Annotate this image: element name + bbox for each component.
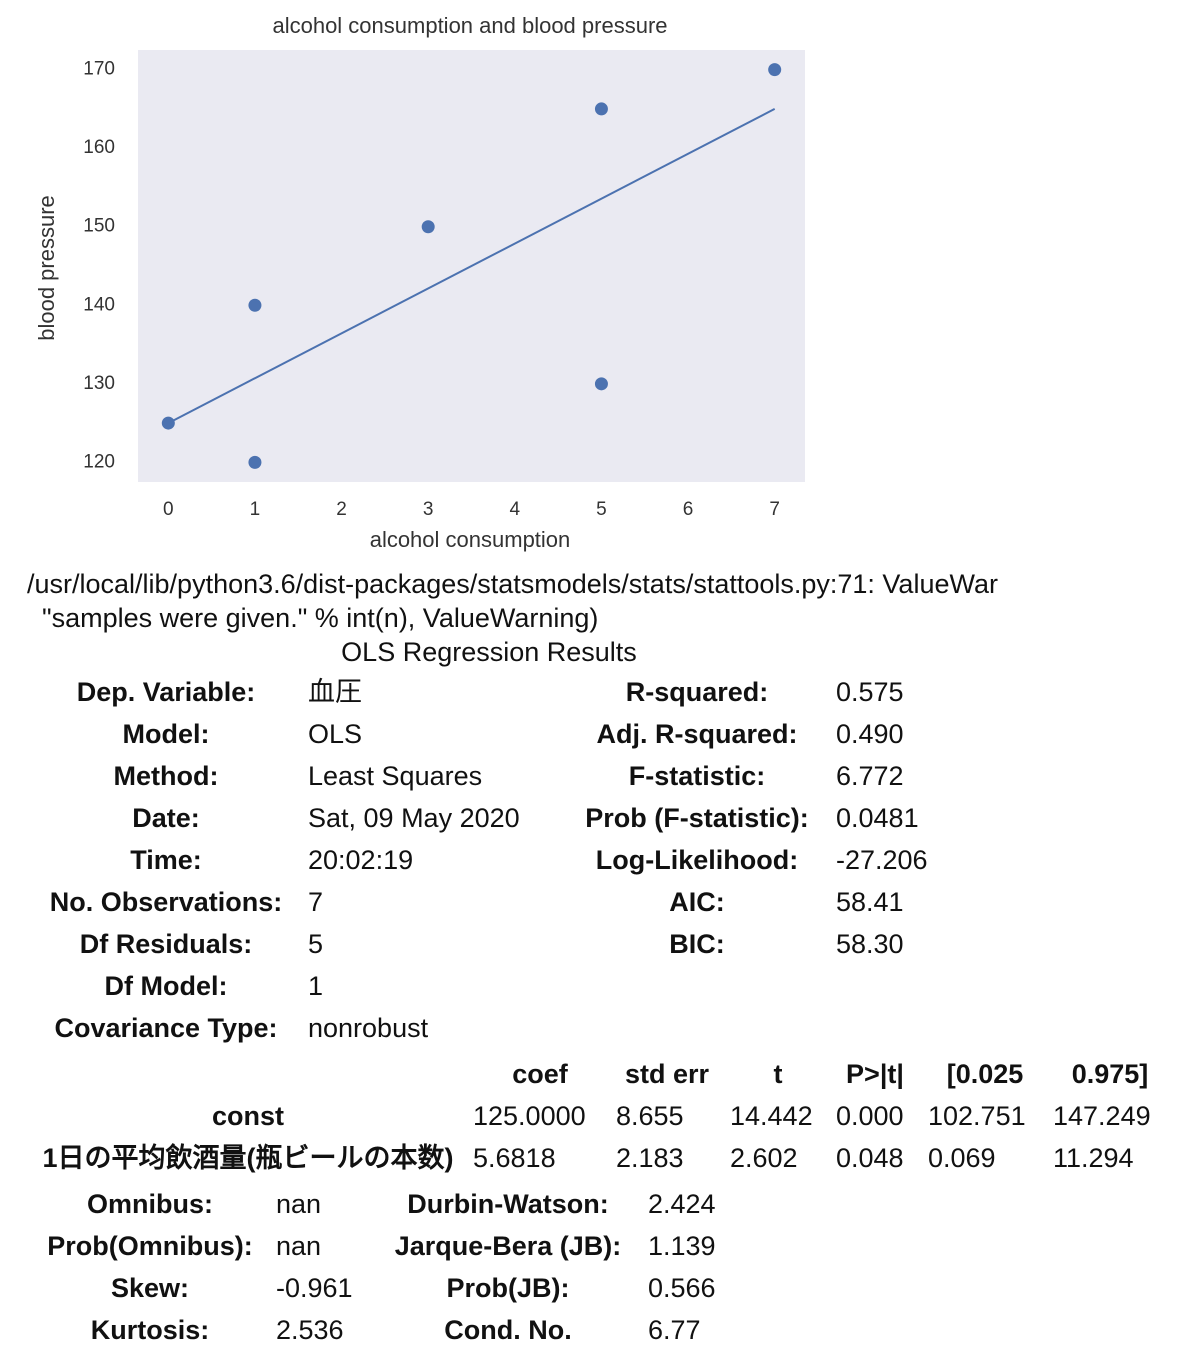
x-tick-label: 3 [423, 499, 434, 520]
table-value: nonrobust [308, 1013, 429, 1043]
table-label: Method: [114, 761, 219, 791]
table-value: 2.602 [730, 1143, 798, 1173]
table-label: Durbin-Watson: [407, 1189, 608, 1219]
table-value: -27.206 [836, 845, 928, 875]
summary-title: OLS Regression Results [341, 637, 637, 667]
table-label: Covariance Type: [54, 1013, 277, 1043]
table-value: 0.048 [836, 1143, 904, 1173]
table-label: Df Residuals: [80, 929, 253, 959]
point [248, 455, 262, 469]
row-label: 1日の平均飲酒量(瓶ビールの本数) [43, 1142, 454, 1173]
y-axis-label: blood pressure [34, 195, 59, 341]
table-value: 6.77 [648, 1315, 701, 1345]
table-value: nan [276, 1189, 321, 1219]
table-label: Prob (F-statistic): [585, 803, 809, 833]
x-axis-label: alcohol consumption [370, 527, 571, 552]
x-tick-label: 1 [250, 499, 261, 520]
table-label: AIC: [669, 887, 725, 917]
table-value: 6.772 [836, 761, 904, 791]
table-value: 8.655 [616, 1101, 684, 1131]
table-label: Adj. R-squared: [596, 719, 797, 749]
table-value: 0.000 [836, 1101, 904, 1131]
table-value: 0.566 [648, 1273, 716, 1303]
table-label: Skew: [111, 1273, 189, 1303]
table-label: No. Observations: [50, 887, 283, 917]
table-label: Model: [123, 719, 210, 749]
table-value: 1 [308, 971, 323, 1001]
y-tick-label: 150 [83, 216, 115, 237]
table-value: Sat, 09 May 2020 [308, 803, 520, 833]
table-value: 5 [308, 929, 323, 959]
warning-line: /usr/local/lib/python3.6/dist-packages/s… [27, 569, 998, 599]
table-header: [0.025 [947, 1059, 1024, 1089]
point [768, 63, 782, 77]
table-label: Log-Likelihood: [596, 845, 798, 875]
table-value: 11.294 [1053, 1143, 1134, 1173]
table-value: 14.442 [730, 1101, 813, 1131]
table-value: 0.490 [836, 719, 904, 749]
table-value: nan [276, 1231, 321, 1261]
table-value: 血圧 [308, 677, 362, 707]
table-value: 2.424 [648, 1189, 716, 1219]
table-label: Df Model: [105, 971, 228, 1001]
table-label: Time: [130, 845, 202, 875]
table-value: 7 [308, 887, 323, 917]
table-value: 2.183 [616, 1143, 684, 1173]
table-value: 125.0000 [473, 1101, 586, 1131]
table-label: Kurtosis: [91, 1315, 210, 1345]
table-value: 1.139 [648, 1231, 716, 1261]
table-label: Prob(Omnibus): [47, 1231, 252, 1261]
row-label: const [212, 1101, 284, 1131]
table-label: BIC: [669, 929, 725, 959]
y-tick-label: 170 [83, 59, 115, 80]
point [421, 220, 435, 234]
x-tick-label: 7 [769, 499, 780, 520]
y-tick-label: 130 [83, 373, 115, 394]
x-tick-label: 4 [510, 499, 521, 520]
table-header: t [774, 1059, 783, 1089]
table-value: 5.6818 [473, 1143, 556, 1173]
point [594, 102, 608, 116]
table-value: 147.249 [1053, 1101, 1151, 1131]
table-header: P>|t| [846, 1059, 904, 1089]
table-value: 102.751 [928, 1101, 1026, 1131]
table-label: Prob(JB): [447, 1273, 570, 1303]
x-tick-label: 0 [163, 499, 174, 520]
table-header: coef [512, 1059, 569, 1089]
y-tick-label: 120 [83, 451, 115, 472]
point [248, 298, 262, 312]
table-value: 0.575 [836, 677, 904, 707]
point [594, 377, 608, 391]
point [161, 416, 175, 430]
y-tick-label: 140 [83, 294, 115, 315]
y-tick-label: 160 [83, 137, 115, 158]
table-label: Omnibus: [87, 1189, 213, 1219]
table-label: R-squared: [626, 677, 769, 707]
table-label: Jarque-Bera (JB): [395, 1231, 622, 1261]
table-header: 0.975] [1072, 1059, 1149, 1089]
table-label: Cond. No. [444, 1315, 571, 1345]
table-label: Dep. Variable: [77, 677, 256, 707]
table-value: 0.069 [928, 1143, 996, 1173]
table-label: F-statistic: [629, 761, 766, 791]
table-value: 58.41 [836, 887, 904, 917]
table-value: 0.0481 [836, 803, 919, 833]
x-tick-label: 2 [336, 499, 347, 520]
table-value: 58.30 [836, 929, 904, 959]
chart-title: alcohol consumption and blood pressure [272, 13, 667, 38]
table-value: 2.536 [276, 1315, 344, 1345]
table-label: Date: [132, 803, 200, 833]
table-header: std err [625, 1059, 710, 1089]
table-value: Least Squares [308, 761, 482, 791]
warning-line: "samples were given." % int(n), ValueWar… [42, 603, 598, 633]
fit-line [167, 108, 776, 424]
x-tick-label: 5 [596, 499, 607, 520]
table-value: OLS [308, 719, 362, 749]
table-value: -0.961 [276, 1273, 353, 1303]
table-value: 20:02:19 [308, 845, 413, 875]
x-tick-label: 6 [683, 499, 694, 520]
